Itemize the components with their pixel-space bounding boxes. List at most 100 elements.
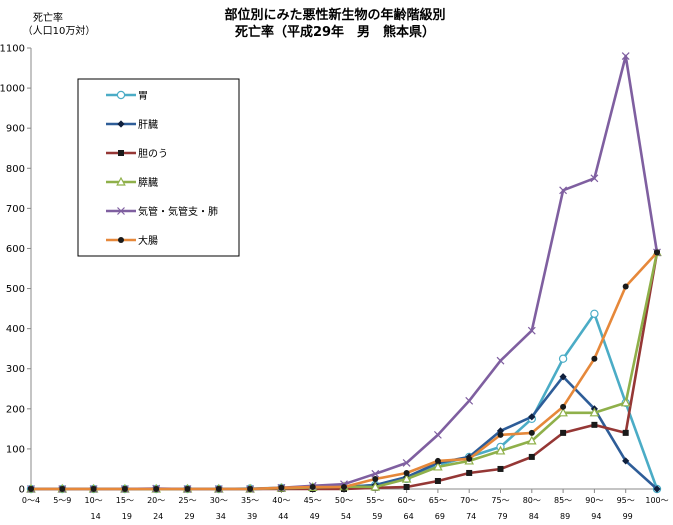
- series-2: [28, 249, 660, 492]
- x-tick-label-line2: 74: [466, 512, 476, 521]
- data-point: [370, 481, 381, 491]
- data-point: [560, 429, 567, 436]
- data-point: [121, 486, 128, 492]
- x-tick-label-line2: 99: [623, 512, 633, 521]
- x-tick-label: 80～: [523, 496, 541, 505]
- data-point: [495, 445, 506, 455]
- x-tick-label-line2: 39: [247, 512, 257, 521]
- data-point: [590, 309, 599, 319]
- y-tick-label: 900: [6, 124, 25, 135]
- legend-label: 肝臓: [138, 119, 158, 131]
- data-point: [589, 407, 600, 417]
- x-tick-label-line2: 29: [184, 512, 194, 521]
- x-tick-label-line2: 14: [91, 512, 101, 521]
- data-point: [497, 431, 504, 438]
- series-line: [31, 312, 659, 491]
- y-tick-label: 1000: [0, 84, 25, 95]
- data-point: [371, 469, 380, 478]
- chart-title: 部位別にみた悪性新生物の年齢階級別: [224, 7, 445, 23]
- data-point: [341, 483, 347, 490]
- x-tick-label-line2: 24: [153, 512, 163, 521]
- series-line: [31, 251, 658, 491]
- y-tick-label: 800: [6, 164, 25, 175]
- x-tick-label: 85～: [554, 496, 572, 505]
- data-point: [591, 355, 598, 362]
- x-tick-label: 25～: [178, 496, 196, 505]
- x-tick-label-line2: 59: [372, 512, 382, 521]
- x-tick-label: 45～: [304, 496, 322, 505]
- x-tick-label-line2: 79: [497, 512, 507, 521]
- data-point: [622, 429, 629, 436]
- data-point: [528, 453, 535, 460]
- x-tick-label: 5～9: [53, 496, 71, 505]
- y-tick-label: 1100: [0, 44, 25, 55]
- x-tick-label: 60～: [398, 496, 416, 505]
- data-point: [558, 354, 568, 363]
- data-point: [247, 486, 254, 492]
- x-tick-label: 50～: [335, 496, 353, 505]
- x-tick-label: 90～: [585, 496, 603, 505]
- x-tick-label-line2: 84: [529, 512, 539, 521]
- y-tick-label: 0: [19, 485, 25, 496]
- x-tick-label: 20～: [147, 496, 165, 505]
- data-point: [372, 475, 379, 482]
- data-point: [465, 396, 474, 405]
- data-point: [591, 421, 598, 428]
- x-tick-label-line2: 64: [404, 512, 414, 521]
- data-point: [622, 283, 629, 290]
- series-line: [31, 252, 659, 491]
- data-point: [402, 459, 411, 467]
- legend-swatch-marker: [116, 176, 126, 186]
- x-tick-label: 40～: [272, 496, 290, 505]
- x-tick-label-line2: 19: [122, 512, 132, 521]
- data-point: [558, 407, 568, 417]
- legend-swatch-marker: [117, 120, 125, 128]
- x-tick-label-line2: 34: [216, 512, 226, 521]
- x-tick-label-line2: 54: [341, 512, 351, 521]
- x-tick-label-line2: 69: [435, 512, 445, 521]
- x-tick-label: 35～: [241, 496, 259, 505]
- x-tick-label: 65～: [429, 496, 447, 505]
- legend-swatch-marker: [117, 207, 125, 215]
- x-tick-label: 55～: [366, 496, 384, 505]
- x-tick-label: 100～: [645, 496, 668, 505]
- x-tick-label: 15～: [116, 496, 134, 505]
- legend-label: 胆のう: [138, 148, 168, 160]
- data-point: [621, 52, 630, 60]
- data-point: [153, 486, 160, 492]
- x-tick-label-line2: 89: [560, 512, 570, 521]
- x-tick-label: 30～: [210, 496, 228, 505]
- x-tick-label: 95～: [617, 496, 635, 505]
- data-point: [654, 249, 660, 256]
- series-5: [28, 249, 660, 492]
- data-point: [434, 457, 441, 464]
- series-3: [26, 247, 662, 493]
- data-point: [528, 429, 535, 436]
- legend-label: 気管・気管支・肺: [138, 205, 218, 218]
- y-axis-unit: （人口10万対）: [23, 24, 96, 37]
- y-tick-label: 100: [6, 444, 25, 455]
- y-tick-label: 500: [6, 284, 25, 295]
- x-tick-label: 70～: [460, 496, 478, 505]
- legend-swatch-marker: [118, 237, 124, 243]
- data-point: [278, 484, 285, 491]
- data-point: [90, 486, 97, 492]
- data-point: [433, 461, 443, 471]
- x-tick-label-line2: 94: [591, 512, 601, 521]
- data-point: [28, 486, 34, 492]
- data-point: [403, 483, 410, 490]
- y-axis-label: 死亡率: [33, 11, 63, 24]
- legend-swatch-marker: [118, 150, 124, 156]
- legend-swatch-marker: [116, 90, 126, 100]
- data-point: [184, 486, 191, 492]
- x-tick-label-line2: 49: [310, 512, 320, 521]
- y-tick-label: 200: [6, 404, 25, 415]
- data-point: [620, 397, 631, 407]
- x-tick-label-line2: 44: [278, 512, 288, 521]
- data-point: [559, 186, 568, 195]
- y-tick-label: 300: [6, 364, 25, 375]
- data-point: [528, 413, 536, 421]
- data-point: [466, 469, 473, 476]
